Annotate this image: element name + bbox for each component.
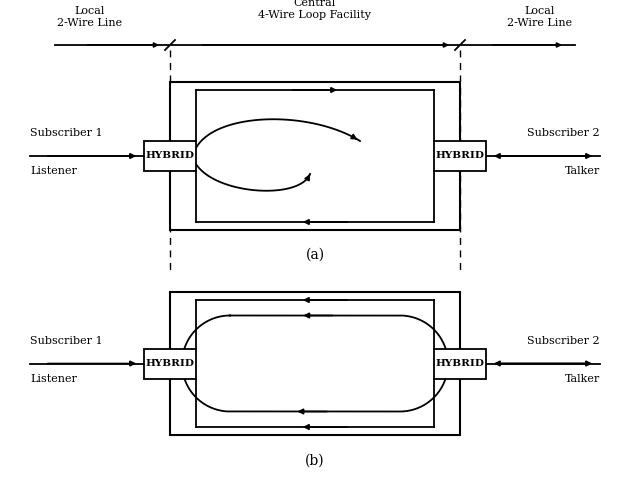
Text: HYBRID: HYBRID (146, 151, 195, 161)
Bar (170, 292, 460, 435)
Text: Local
2-Wire Line: Local 2-Wire Line (57, 6, 123, 28)
Bar (434, 348, 486, 379)
Text: Talker: Talker (564, 373, 600, 384)
Text: HYBRID: HYBRID (435, 359, 484, 368)
Text: Talker: Talker (564, 166, 600, 176)
Bar (434, 141, 486, 171)
Text: Listener: Listener (30, 373, 77, 384)
Text: (a): (a) (306, 248, 324, 262)
Text: Subscriber 2: Subscriber 2 (527, 336, 600, 346)
Bar (144, 141, 196, 171)
Text: Subscriber 2: Subscriber 2 (527, 128, 600, 138)
Text: (b): (b) (305, 454, 325, 468)
Text: HYBRID: HYBRID (146, 359, 195, 368)
Text: Subscriber 1: Subscriber 1 (30, 336, 103, 346)
Text: Listener: Listener (30, 166, 77, 176)
Text: Local
2-Wire Line: Local 2-Wire Line (507, 6, 573, 28)
Bar (170, 82, 460, 230)
Text: Central
4-Wire Loop Facility: Central 4-Wire Loop Facility (258, 0, 372, 20)
Text: HYBRID: HYBRID (435, 151, 484, 161)
Bar (144, 348, 196, 379)
Text: Subscriber 1: Subscriber 1 (30, 128, 103, 138)
